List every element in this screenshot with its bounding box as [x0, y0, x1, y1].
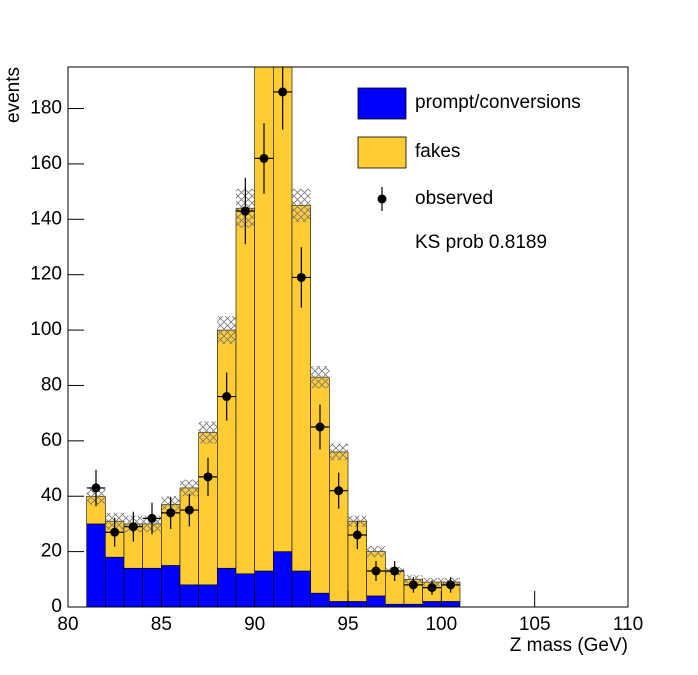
legend-marker — [377, 194, 387, 204]
uncertainty-band — [329, 443, 348, 461]
bar — [198, 584, 218, 607]
uncertainty-band — [292, 188, 311, 223]
data-point — [110, 527, 120, 537]
data-point — [408, 580, 418, 590]
y-tick-label: 100 — [30, 319, 62, 340]
data-point — [296, 272, 306, 282]
bar — [217, 567, 237, 607]
bar — [422, 601, 442, 607]
data-point — [128, 522, 138, 532]
data-point — [371, 566, 381, 576]
y-tick-label: 40 — [41, 485, 62, 506]
data-point — [446, 580, 456, 590]
x-axis-label: Z mass (GeV) — [510, 635, 628, 656]
bar — [273, 551, 293, 607]
data-point — [240, 206, 250, 216]
data-point — [203, 472, 213, 482]
bar — [86, 523, 106, 607]
data-point — [147, 513, 157, 523]
y-tick-label: 60 — [41, 430, 62, 451]
data-point — [334, 486, 344, 496]
legend-label: fakes — [415, 141, 460, 162]
data-point — [259, 153, 269, 163]
bar — [179, 584, 199, 607]
annotation: KS prob 0.8189 — [415, 232, 547, 253]
uncertainty-band — [217, 316, 236, 344]
data-point — [427, 583, 437, 593]
y-tick-label: 180 — [30, 98, 62, 119]
x-tick-label: 110 — [613, 614, 643, 635]
plot-area — [86, 67, 461, 607]
bar — [217, 329, 237, 569]
data-point — [315, 422, 325, 432]
bar — [291, 570, 311, 607]
bar — [441, 601, 461, 607]
uncertainty-band — [310, 366, 330, 389]
data-point — [184, 505, 194, 515]
uncertainty-band — [180, 479, 199, 497]
bar — [198, 432, 218, 586]
legend-label: observed — [415, 188, 493, 209]
x-tick-label: 85 — [151, 614, 172, 635]
bar — [123, 567, 143, 607]
y-tick-label: 140 — [30, 208, 62, 229]
bar — [366, 595, 386, 607]
data-point — [390, 566, 400, 576]
x-tick-label: 80 — [57, 614, 78, 635]
y-tick-label: 20 — [41, 541, 62, 562]
y-tick-label: 0 — [51, 596, 62, 617]
bar — [254, 570, 274, 607]
y-tick-label: 120 — [30, 264, 62, 285]
bar — [254, 67, 274, 572]
uncertainty-band — [198, 421, 218, 444]
y-tick-label: 80 — [41, 374, 62, 395]
bar — [235, 207, 255, 575]
data-point — [166, 508, 176, 518]
legend: prompt/conversions fakes observed — [357, 87, 581, 211]
legend-swatch — [357, 87, 407, 120]
x-tick-label: 100 — [425, 614, 457, 635]
x-tick-label: 105 — [519, 614, 551, 635]
y-tick-label: 160 — [30, 153, 62, 174]
axes: 80 85 90 95 100 105 110 0 20 40 60 80 100 120 140 160 18… — [30, 98, 643, 635]
bar — [105, 556, 125, 607]
x-tick-label: 90 — [244, 614, 265, 635]
legend-swatch — [357, 136, 407, 169]
data-point — [352, 530, 362, 540]
x-tick-label: 95 — [337, 614, 358, 635]
bar — [161, 565, 181, 607]
bar — [310, 592, 330, 607]
legend-label: prompt/conversions — [415, 92, 581, 113]
data-point — [91, 483, 101, 493]
bar — [347, 601, 367, 607]
data-point — [278, 87, 288, 97]
bar — [235, 573, 255, 607]
uncertainty-band — [366, 546, 386, 558]
data-point — [222, 392, 232, 402]
bar — [142, 567, 162, 607]
bar — [329, 601, 349, 607]
y-axis-label: events — [3, 67, 24, 123]
